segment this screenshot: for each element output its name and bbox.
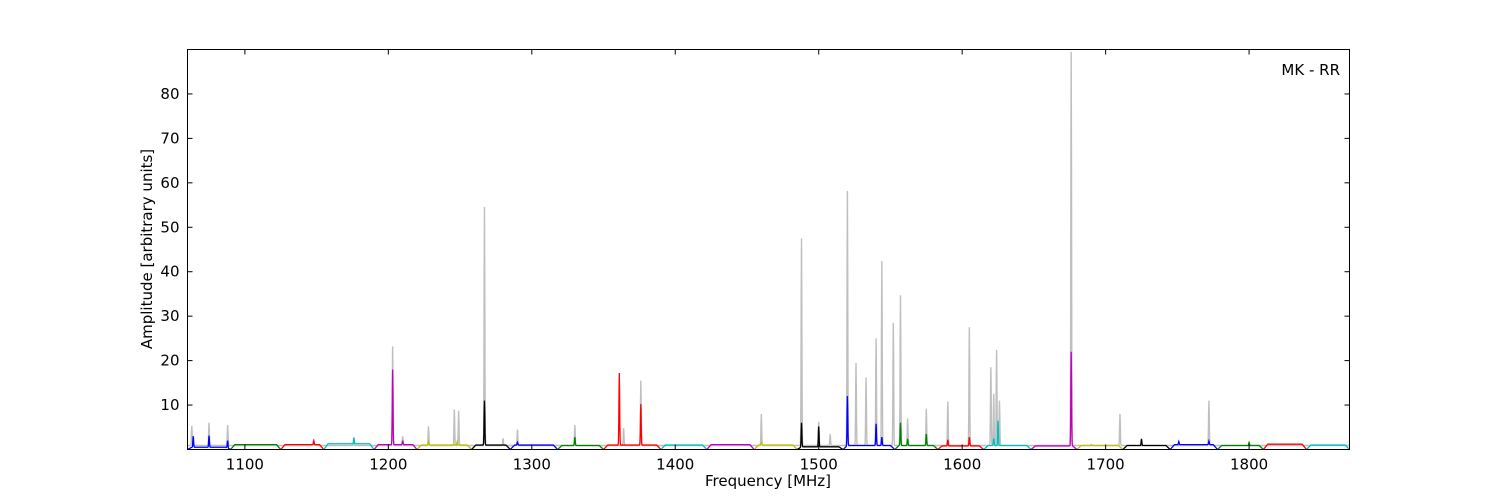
x-tick-label: 1500 xyxy=(800,456,838,474)
chart-annotation: MK - RR xyxy=(1281,61,1340,79)
y-axis-ticks: 10 20 30 40 50 60 70 80 xyxy=(160,85,1350,414)
x-tick-label: 1200 xyxy=(369,456,407,474)
series-line-7 xyxy=(471,400,511,450)
bandpass-series-layer xyxy=(187,351,1350,451)
y-axis-label: Amplitude [arbitrary units] xyxy=(138,149,156,349)
x-tick-label: 1600 xyxy=(943,456,981,474)
series-line-6 xyxy=(416,439,472,450)
series-line-24 xyxy=(1263,443,1307,450)
series-line-13 xyxy=(753,441,798,450)
y-tick-label: 60 xyxy=(160,174,179,192)
series-line-17 xyxy=(937,436,984,450)
series-line-10 xyxy=(603,373,662,450)
series-line-18 xyxy=(983,420,1032,450)
y-tick-label: 40 xyxy=(160,263,179,281)
y-tick-label: 70 xyxy=(160,129,179,147)
series-line-20 xyxy=(1076,443,1123,450)
series-line-8 xyxy=(510,440,558,450)
x-axis-ticks: 1100 1200 1300 1400 1500 1600 1700 1800 xyxy=(226,49,1268,474)
series-line-16 xyxy=(894,422,938,450)
series-line-4 xyxy=(323,437,375,450)
series-line-14 xyxy=(797,422,844,451)
x-tick-label: 1400 xyxy=(656,456,694,474)
series-line-22 xyxy=(1169,438,1218,450)
series-line-9 xyxy=(557,436,604,450)
series-line-2 xyxy=(230,443,281,450)
series-line-11 xyxy=(660,444,707,450)
x-tick-label: 1300 xyxy=(513,456,551,474)
raw-spectrum-layer xyxy=(187,51,1350,447)
x-tick-label: 1700 xyxy=(1087,456,1125,474)
y-tick-label: 50 xyxy=(160,218,179,236)
y-tick-label: 10 xyxy=(160,396,179,414)
plot-frame xyxy=(187,49,1350,450)
series-line-3 xyxy=(280,438,324,450)
series-line-15 xyxy=(842,396,895,450)
series-line-25 xyxy=(1306,444,1350,450)
y-tick-label: 30 xyxy=(160,307,179,325)
x-axis-label: Frequency [MHz] xyxy=(705,472,831,490)
y-tick-label: 20 xyxy=(160,352,179,370)
series-line-12 xyxy=(706,443,755,450)
series-line-19 xyxy=(1030,351,1078,450)
series-line-1 xyxy=(187,435,231,451)
series-line-21 xyxy=(1122,438,1171,450)
raw-spectrum-line xyxy=(187,51,1350,447)
x-tick-label: 1800 xyxy=(1230,456,1268,474)
series-line-23 xyxy=(1217,440,1264,450)
series-line-5 xyxy=(373,369,418,450)
y-tick-label: 80 xyxy=(160,85,179,103)
x-tick-label: 1100 xyxy=(226,456,264,474)
